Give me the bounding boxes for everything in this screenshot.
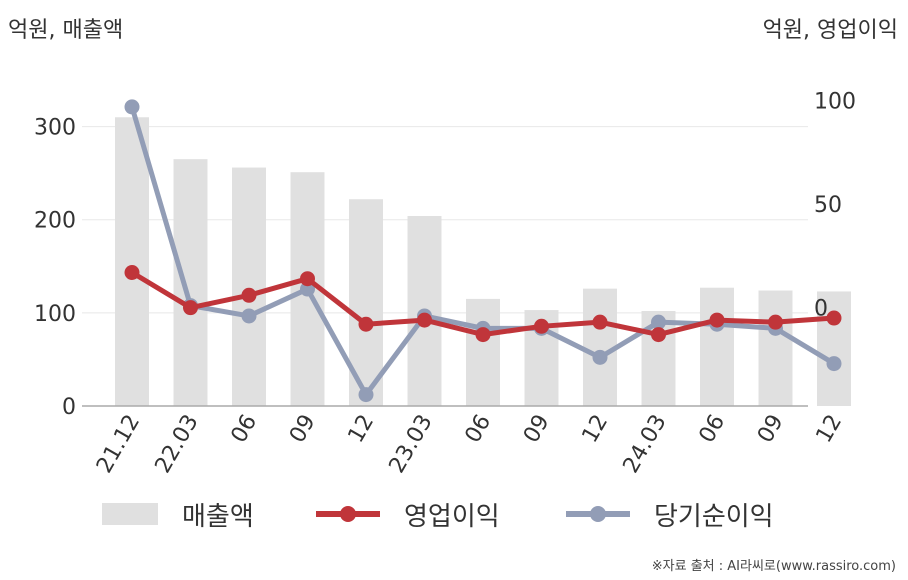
operating-profit-point <box>417 312 432 328</box>
x-tick-label: 06 <box>695 411 731 448</box>
legend-revenue: 매출액 <box>102 494 254 534</box>
net-profit-point <box>826 356 842 372</box>
x-tick-label: 22.03 <box>151 411 204 478</box>
left-tick-label: 200 <box>34 209 76 234</box>
operating-profit-point <box>768 314 783 330</box>
x-tick-label: 12 <box>344 411 380 448</box>
x-tick-label: 12 <box>812 411 848 448</box>
revenue-bar <box>817 291 851 406</box>
legend-operating-profit: 영업이익 <box>316 494 500 534</box>
legend-operating-profit-swatch <box>316 503 380 525</box>
operating-profit-point <box>534 318 549 334</box>
source-note: ※자료 출처 : AI라씨로(www.rassiro.com) <box>651 559 896 574</box>
x-tick-label: 09 <box>753 411 789 448</box>
legend-revenue-label: 매출액 <box>182 501 254 532</box>
legend-revenue-swatch <box>102 503 158 525</box>
revenue-bar <box>115 117 149 406</box>
operating-profit-point <box>241 287 257 303</box>
operating-profit-point <box>592 314 608 330</box>
legend-net-profit-swatch <box>566 503 630 525</box>
x-tick-label: 09 <box>519 411 555 448</box>
revenue-bars <box>115 117 851 406</box>
operating-profit-point <box>475 327 491 343</box>
x-tick-label: 24.03 <box>619 411 672 478</box>
net-profit-point <box>241 308 257 324</box>
revenue-bar <box>700 287 734 406</box>
revenue-bar <box>583 288 617 406</box>
right-tick-label: 100 <box>814 90 856 115</box>
left-tick-label: 0 <box>62 395 76 420</box>
left-axis-unit: 억원, 매출액 <box>8 18 124 43</box>
net-profit-point <box>300 281 315 297</box>
x-tick-label: 23.03 <box>385 411 438 478</box>
net-profit-point <box>592 349 608 365</box>
operating-profit-point <box>300 271 315 287</box>
operating-profit-point <box>183 300 198 316</box>
right-tick-label: 50 <box>814 193 842 218</box>
operating-profit-point <box>651 327 666 343</box>
revenue-bar <box>232 167 266 406</box>
x-tick-label: 06 <box>227 411 263 448</box>
operating-profit-point <box>709 312 725 328</box>
net-profit-point <box>358 387 374 403</box>
right-axis-unit: 억원, 영업이익 <box>762 18 898 43</box>
left-tick-label: 300 <box>34 116 76 141</box>
operating-profit-point <box>124 264 140 280</box>
net-profit-point <box>124 99 140 115</box>
profit-lines <box>124 99 842 403</box>
right-tick-label: 0 <box>814 297 828 322</box>
legend-operating-profit-label: 영업이익 <box>404 501 500 532</box>
x-tick-label: 06 <box>461 411 497 448</box>
left-tick-label: 100 <box>34 302 76 327</box>
revenue-bar <box>466 298 500 406</box>
legend-net-profit: 당기순이익 <box>566 494 774 534</box>
net-profit-point <box>651 314 666 330</box>
x-tick-label: 21.12 <box>92 411 145 478</box>
revenue-bar <box>173 159 208 406</box>
x-tick-label: 09 <box>285 411 321 448</box>
revenue-bar <box>758 290 793 406</box>
legend-net-profit-label: 당기순이익 <box>654 501 774 532</box>
operating-profit-point <box>826 310 842 326</box>
x-tick-label: 12 <box>578 411 614 448</box>
operating-profit-point <box>358 316 374 332</box>
